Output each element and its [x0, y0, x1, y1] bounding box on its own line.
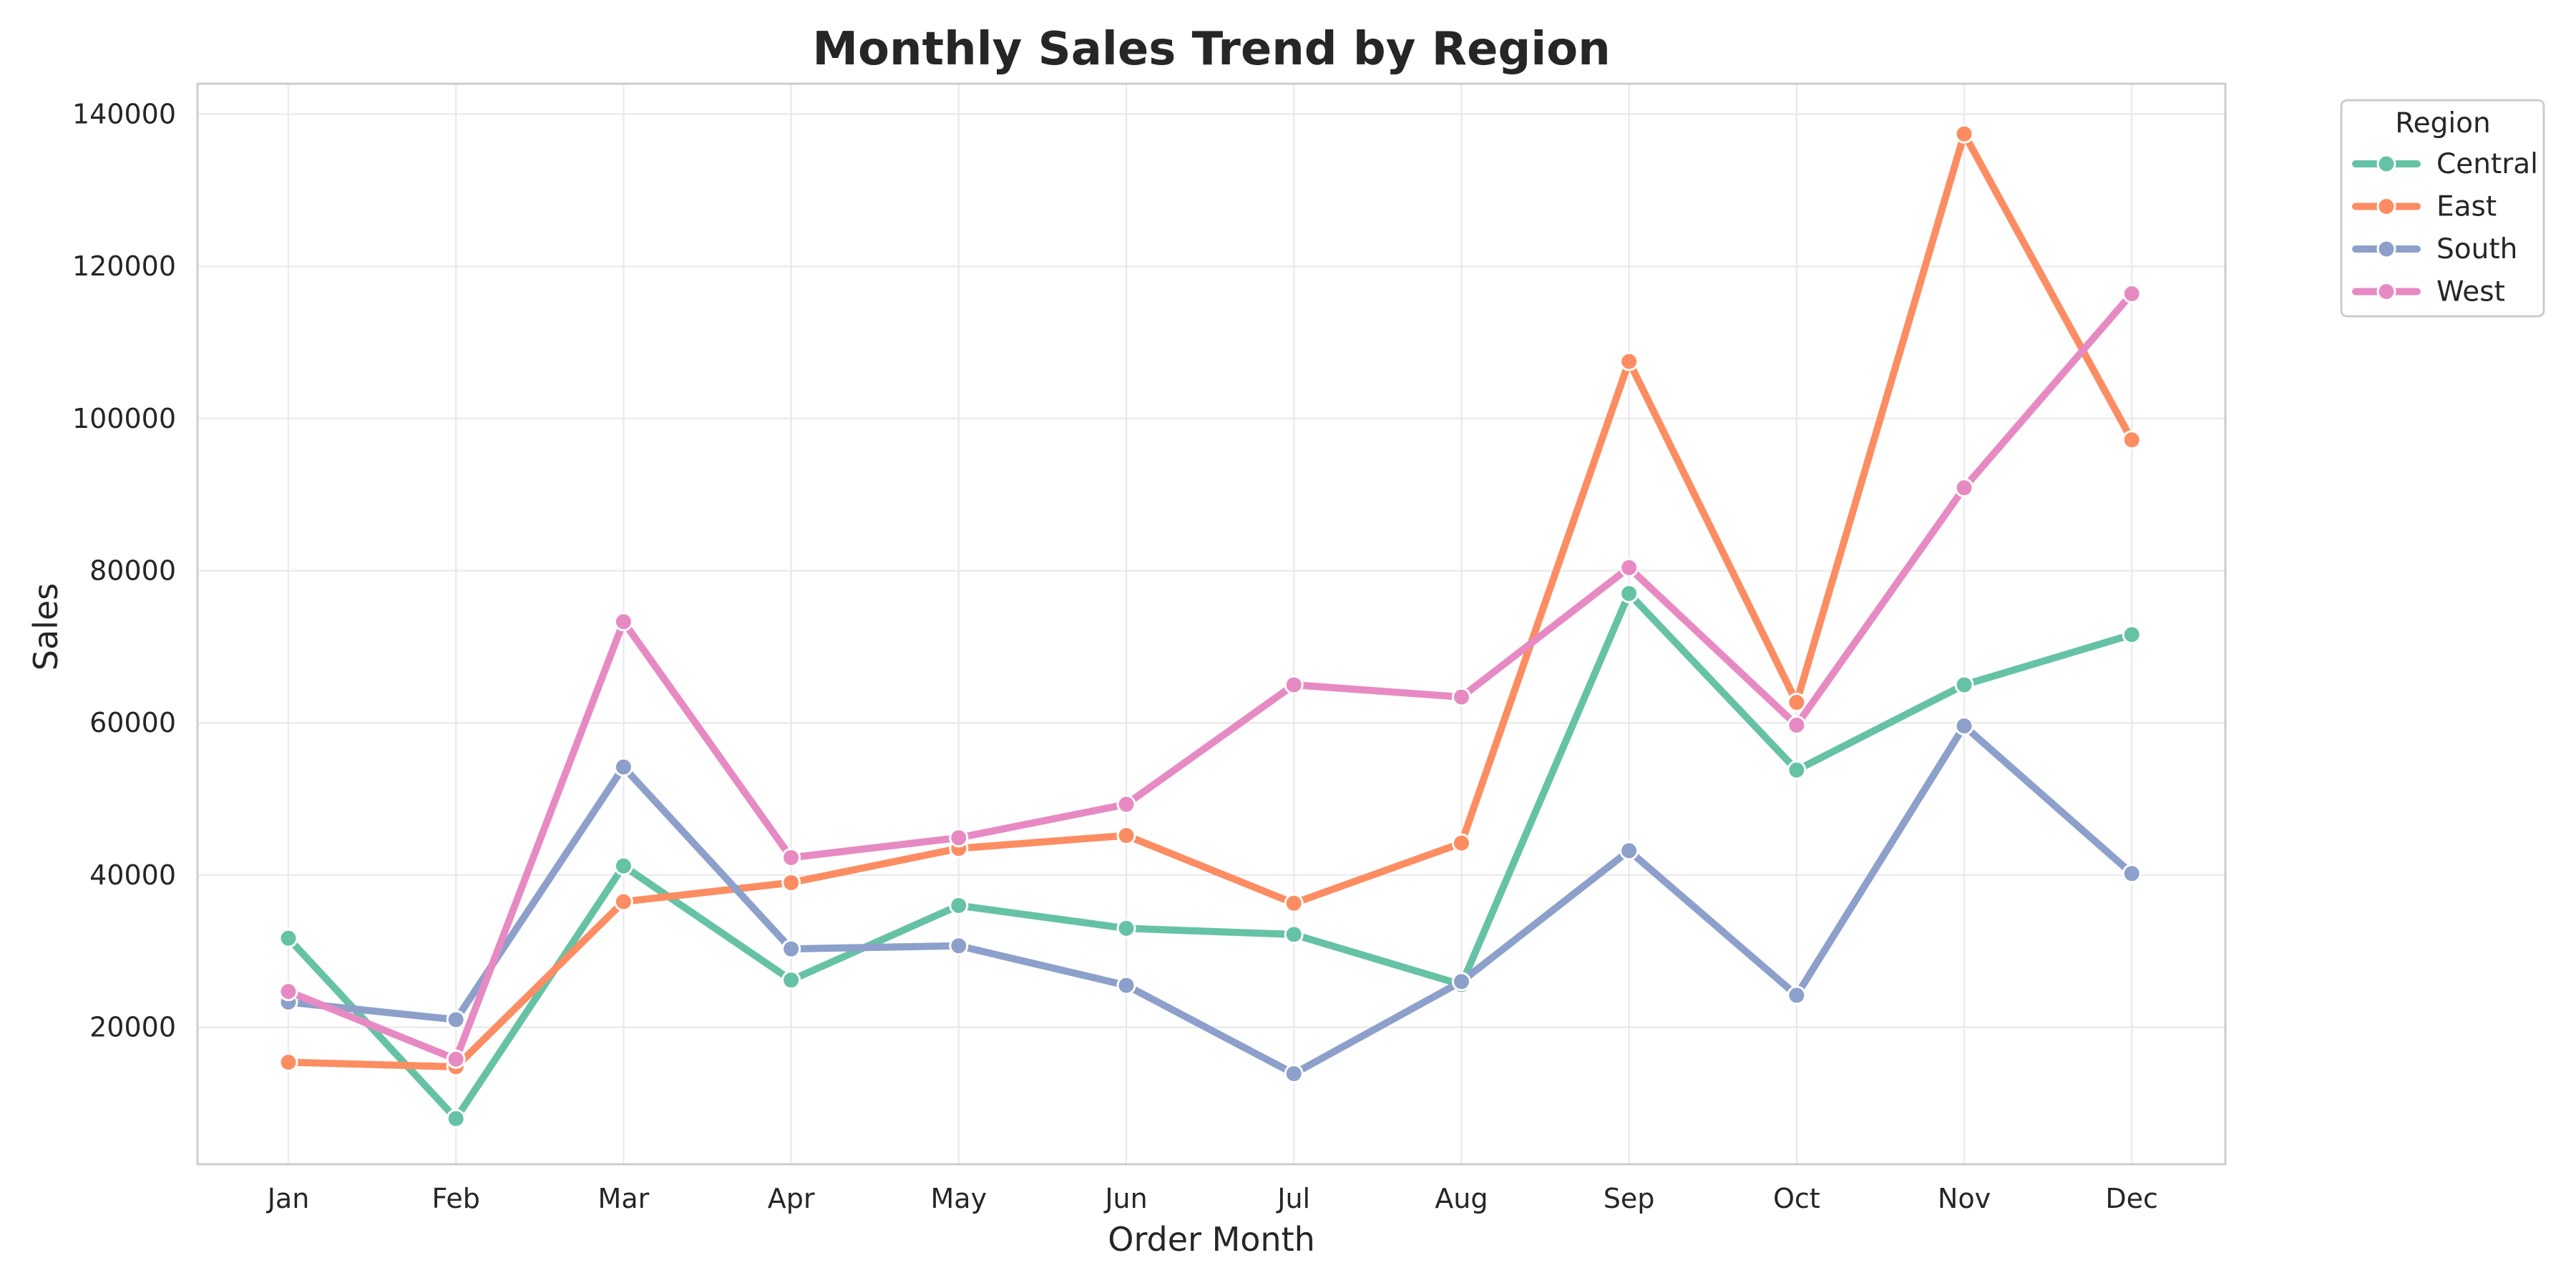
data-point-west: [1451, 687, 1471, 707]
data-point-central: [1116, 918, 1136, 938]
y-tick-label: 140000: [72, 99, 176, 130]
x-tick-label: May: [931, 1183, 987, 1214]
x-tick-label: Nov: [1938, 1183, 1991, 1214]
x-tick-label: Aug: [1435, 1183, 1488, 1214]
x-tick-label: Jun: [1103, 1183, 1147, 1214]
data-point-central: [1284, 924, 1304, 945]
y-tick-label: 80000: [89, 555, 176, 587]
data-point-central: [2122, 625, 2142, 645]
data-point-west: [446, 1049, 466, 1069]
data-point-east: [1284, 893, 1304, 913]
data-point-west: [278, 982, 298, 1002]
legend-swatch-marker: [2376, 282, 2396, 301]
data-point-west: [1284, 675, 1304, 695]
series-line-south: [285, 722, 2136, 1078]
legend-label: West: [2436, 276, 2505, 308]
data-point-west: [1619, 557, 1639, 577]
x-tick-label: Oct: [1773, 1183, 1820, 1214]
data-point-east: [1451, 833, 1471, 853]
data-point-west: [2122, 283, 2142, 303]
data-point-south: [1619, 841, 1639, 861]
data-point-east: [781, 873, 801, 893]
data-point-south: [1787, 985, 1807, 1005]
legend-label: East: [2436, 191, 2497, 223]
data-point-west: [949, 828, 969, 848]
data-point-south: [1116, 975, 1136, 995]
data-point-south: [2122, 864, 2142, 884]
legend-swatch-marker: [2376, 197, 2396, 216]
data-point-south: [1954, 716, 1974, 736]
data-point-east: [1954, 124, 1974, 144]
series-east: [278, 124, 2142, 1077]
y-tick-label: 100000: [72, 403, 176, 434]
series-line-west: [285, 290, 2136, 1063]
data-point-central: [1954, 675, 1974, 695]
legend-swatch-marker: [2376, 154, 2396, 174]
x-tick-label: Jan: [266, 1183, 310, 1214]
x-axis-label: Order Month: [1108, 1220, 1315, 1259]
legend-item-south: South: [2352, 233, 2517, 265]
legend-item-west: West: [2352, 276, 2505, 308]
y-axis-ticks: 20000 40000 60000 80000 100000 120000 140000: [72, 99, 176, 1043]
legend-label: Central: [2436, 148, 2538, 180]
x-tick-label: Feb: [432, 1183, 480, 1214]
data-point-central: [446, 1108, 466, 1128]
x-tick-label: Jul: [1276, 1183, 1310, 1214]
y-axis-label: Sales: [26, 583, 65, 670]
data-point-south: [1284, 1063, 1304, 1083]
chart-title: Monthly Sales Trend by Region: [812, 23, 1610, 76]
legend: Region Central East South West: [2340, 99, 2545, 318]
data-point-central: [1787, 760, 1807, 780]
legend-label: South: [2436, 233, 2517, 265]
y-tick-label: 60000: [89, 707, 176, 738]
data-point-east: [1619, 351, 1639, 371]
series-layer: [278, 124, 2142, 1128]
y-tick-label: 40000: [89, 859, 176, 891]
data-point-central: [613, 856, 633, 876]
data-point-west: [781, 847, 801, 867]
data-point-west: [1116, 794, 1136, 814]
legend-swatch-marker: [2376, 239, 2396, 259]
x-tick-label: Apr: [768, 1183, 815, 1214]
y-tick-label: 120000: [72, 250, 176, 282]
series-line-east: [285, 130, 2136, 1070]
x-tick-label: Dec: [2105, 1183, 2158, 1214]
data-point-south: [613, 757, 633, 777]
legend-frame: [2340, 99, 2545, 318]
legend-items: Central East South West: [2352, 148, 2538, 308]
data-point-west: [1787, 715, 1807, 735]
data-point-south: [949, 936, 969, 956]
data-point-central: [781, 970, 801, 990]
data-point-east: [2122, 430, 2142, 450]
data-point-east: [1787, 693, 1807, 713]
series-central: [278, 583, 2142, 1128]
legend-title: Region: [2395, 107, 2491, 140]
data-point-central: [949, 895, 969, 915]
data-point-south: [1451, 972, 1471, 992]
x-axis-ticks: Jan Feb Mar Apr May Jun Jul Aug Sep Oct Nov Dec: [266, 1183, 2158, 1214]
data-point-central: [1619, 583, 1639, 603]
x-tick-label: Sep: [1604, 1183, 1655, 1214]
data-point-east: [278, 1053, 298, 1073]
data-point-east: [613, 892, 633, 912]
data-point-west: [1954, 478, 1974, 498]
series-west: [278, 283, 2142, 1069]
legend-item-east: East: [2352, 191, 2497, 223]
data-point-east: [1116, 826, 1136, 846]
data-point-south: [446, 1010, 466, 1030]
y-tick-label: 20000: [89, 1012, 176, 1043]
plot-area-frame: [196, 82, 2227, 1166]
legend-item-central: Central: [2352, 148, 2538, 180]
x-tick-label: Mar: [598, 1183, 650, 1214]
series-line-central: [285, 590, 2136, 1123]
series-south: [278, 716, 2142, 1083]
data-point-south: [781, 939, 801, 959]
data-point-west: [613, 612, 633, 632]
data-point-central: [278, 928, 298, 948]
